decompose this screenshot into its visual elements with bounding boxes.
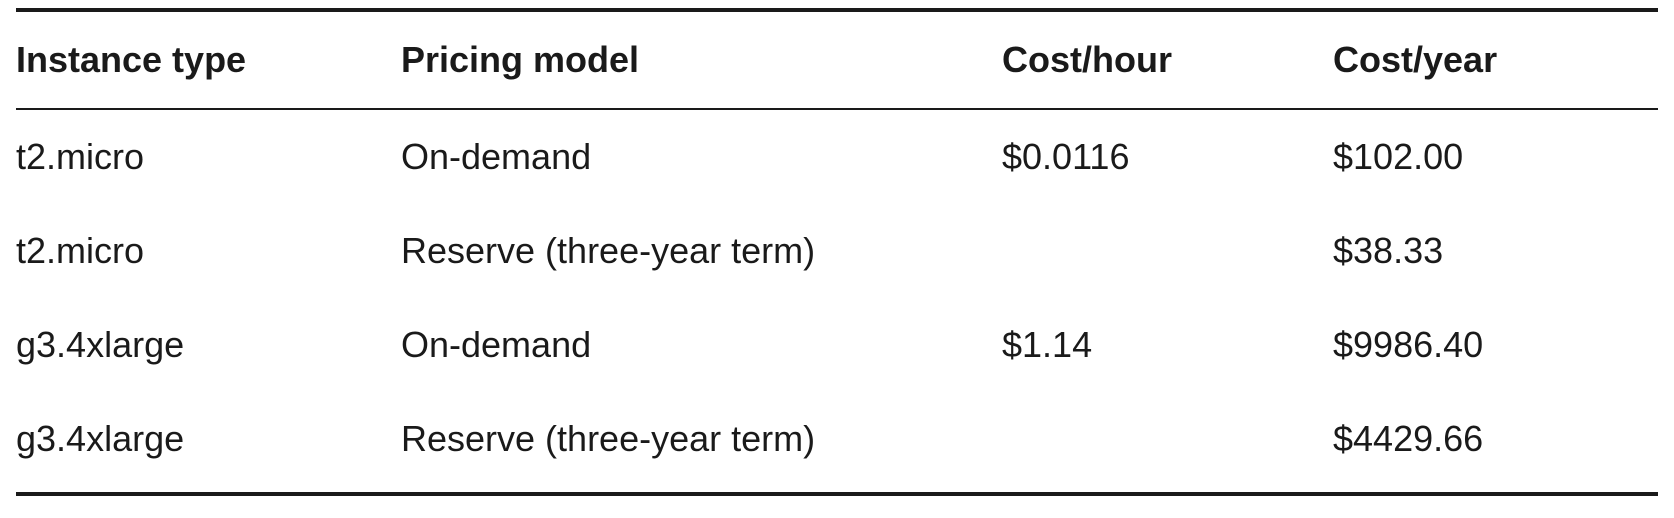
table-header-rule: [16, 108, 1658, 110]
table-top-rule: [16, 8, 1658, 12]
cell-instance-type: g3.4xlarge: [16, 418, 185, 459]
header-cost-hour: Cost/hour: [1002, 39, 1172, 80]
cell-cost-year: $38.33: [1333, 230, 1444, 271]
header-instance-type: Instance type: [16, 39, 247, 80]
cell-instance-type: t2.micro: [16, 136, 145, 177]
cell-cost-hour: $0.0116: [1002, 136, 1130, 177]
table-row: t2.micro On-demand $0.0116 $102.00: [16, 110, 1658, 204]
cell-cost-year: $102.00: [1333, 136, 1464, 177]
cell-pricing-model: On-demand: [401, 324, 592, 365]
pricing-table: Instance type Pricing model Cost/hour Co…: [16, 8, 1658, 496]
table-row: t2.micro Reserve (three-year term) $38.3…: [16, 204, 1658, 298]
header-cost-year: Cost/year: [1333, 39, 1498, 80]
cell-instance-type: g3.4xlarge: [16, 324, 185, 365]
table-row: g3.4xlarge On-demand $1.14 $9986.40: [16, 298, 1658, 392]
table-header-row: Instance type Pricing model Cost/hour Co…: [16, 12, 1658, 108]
cell-cost-year: $9986.40: [1333, 324, 1484, 365]
cell-cost-hour: $1.14: [1002, 324, 1093, 365]
cell-pricing-model: On-demand: [401, 136, 592, 177]
cell-pricing-model: Reserve (three-year term): [401, 230, 816, 271]
table-bottom-rule: [16, 492, 1658, 496]
cell-pricing-model: Reserve (three-year term): [401, 418, 816, 459]
cell-cost-year: $4429.66: [1333, 418, 1484, 459]
table-row: g3.4xlarge Reserve (three-year term) $44…: [16, 392, 1658, 486]
header-pricing-model: Pricing model: [401, 39, 640, 80]
cell-instance-type: t2.micro: [16, 230, 145, 271]
